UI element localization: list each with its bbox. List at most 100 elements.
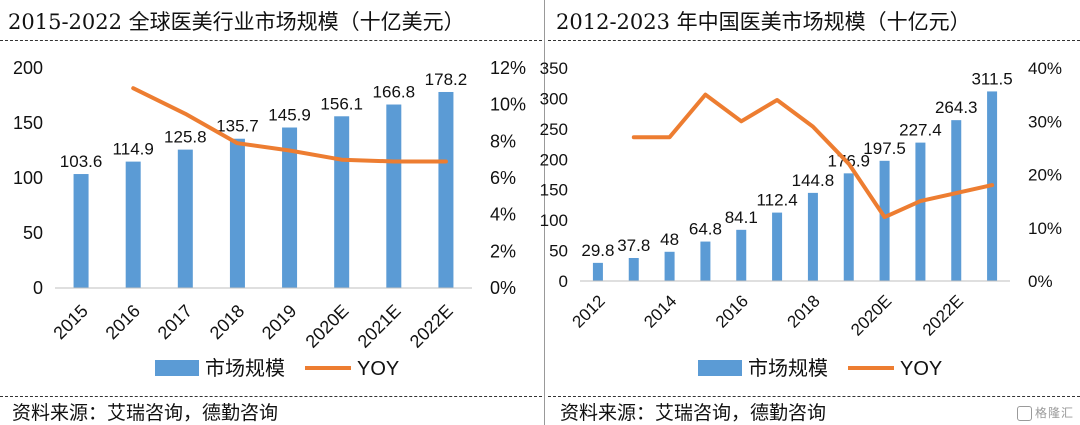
x-tick-label: 2020E [302,301,353,352]
legend-line-label: YOY [900,358,942,380]
source-note: 资料来源：艾瑞咨询，德勤咨询 [560,402,827,424]
data-label-2012: 29.8 [581,241,614,260]
y-right-tick-label: 10% [490,95,526,115]
yoy-line [631,92,995,220]
y-right-tick-label: 2% [490,241,516,261]
y-right-tick-label: 12% [490,58,526,78]
title-divider [0,40,542,41]
chart-title: 2012-2023 年中国医美市场规模（十亿元） [556,10,971,34]
bar-2018 [807,192,818,281]
y-right-tick-label: 0% [1028,272,1053,291]
bar-2022E [951,120,962,281]
source-divider [548,396,1080,397]
data-label-2019: 176.9 [827,151,870,170]
data-label-2020E: 156.1 [320,94,363,113]
data-label-2018: 135.7 [216,117,259,136]
y-right-tick-label: 8% [490,131,516,151]
data-label-2019: 145.9 [268,106,311,125]
y-right-tick-label: 4% [490,205,516,225]
y-left-tick-label: 0 [559,272,568,291]
data-label-2015: 64.8 [689,220,722,239]
y-left-tick-label: 0 [33,278,43,298]
y-left-tick-label: 350 [540,59,568,78]
x-tick-label: 2018 [784,291,824,331]
bar-2019 [282,127,298,288]
y-left-tick-label: 150 [540,181,568,200]
y-right-tick-label: 40% [1028,59,1062,78]
legend-bar-swatch [698,360,742,376]
data-label-2021E: 166.8 [373,83,416,102]
global-market-chart: 0 50 100 150 200 0% 2% 4% 6% 8% 10% 12% 103.6 114.9 12… [13,58,526,380]
data-label-2020E: 197.5 [863,139,906,158]
bar-2021E [386,104,402,289]
data-label-2017: 125.8 [164,128,207,147]
x-tick-label: 2019 [258,301,300,343]
global-market-panel: 2015-2022 全球医美行业市场规模（十亿美元） 0 50 100 150 200 0… [0,10,542,424]
bar-2019 [843,173,854,281]
data-label-2016: 114.9 [113,140,154,159]
legend-bar-swatch [155,360,199,376]
x-tick-label: 2016 [102,301,144,343]
x-tick-label: 2022E [406,301,457,352]
bar-2021E [915,142,926,281]
x-tick-label: 2017 [154,301,196,343]
y-right-tick-label: 20% [1028,166,1062,185]
panel-divider [544,0,545,425]
x-tick-label: 2022E [919,291,967,339]
data-label-2023E: 311.5 [971,69,1012,88]
bar-2016 [125,161,141,288]
y-left-tick-label: 100 [13,168,43,188]
bar-2015 [700,241,711,281]
bar-2015 [73,174,89,288]
watermark: 格隆汇 [1016,404,1074,421]
bar-2020E [334,116,350,288]
source-divider [0,396,542,397]
legend-bar-label: 市场规模 [205,356,285,380]
chart-title: 2015-2022 全球医美行业市场规模（十亿美元） [8,10,465,34]
x-tick-label: 2021E [354,301,405,352]
x-tick-label: 2016 [712,291,752,331]
source-note: 资料来源：艾瑞咨询，德勤咨询 [12,402,279,424]
data-label-2017: 112.4 [756,191,797,210]
legend-bar-label: 市场规模 [748,356,828,380]
y-left-tick-label: 100 [540,211,568,230]
bar-2020E [879,160,890,281]
watermark-logo-icon [1016,406,1032,421]
data-label-2018: 144.8 [792,171,835,190]
data-label-2015: 103.6 [60,152,103,171]
data-label-2022E: 264.3 [935,98,978,117]
x-tick-label: 2020E [847,291,895,339]
bar-2013 [628,257,639,281]
bar-2022E [438,91,454,288]
y-left-tick-label: 200 [13,58,43,78]
legend-line-label: YOY [357,358,399,380]
y-left-tick-label: 250 [540,120,568,139]
bar-2012 [592,262,603,281]
data-label-2021E: 227.4 [899,121,942,140]
data-label-2022E: 178.2 [425,70,468,89]
y-left-tick-label: 50 [23,223,43,243]
y-right-tick-label: 30% [1028,112,1062,131]
x-tick-label: 2018 [206,301,248,343]
x-tick-label: 2015 [49,301,91,343]
y-left-tick-label: 200 [540,150,568,169]
y-left-tick-label: 300 [540,89,568,108]
x-tick-label: 2014 [640,291,680,331]
y-right-tick-label: 10% [1028,219,1062,238]
x-tick-label: 2012 [569,291,609,331]
bar-2014 [664,251,675,281]
watermark-text: 格隆汇 [1034,406,1074,420]
y-right-tick-label: 6% [490,168,516,188]
china-market-panel: 2012-2023 年中国医美市场规模（十亿元） 0 50 100 150 200 250… [540,0,1080,425]
y-left-tick-label: 50 [549,242,568,261]
bar-2017 [772,212,783,281]
y-right-tick-label: 0% [490,278,516,298]
bar-2016 [736,229,747,281]
data-label-2016: 84.1 [725,208,758,227]
bar-2018 [229,138,245,288]
y-left-tick-label: 150 [13,113,43,133]
data-label-2013: 37.8 [617,236,650,255]
data-label-2014: 48 [660,230,679,249]
